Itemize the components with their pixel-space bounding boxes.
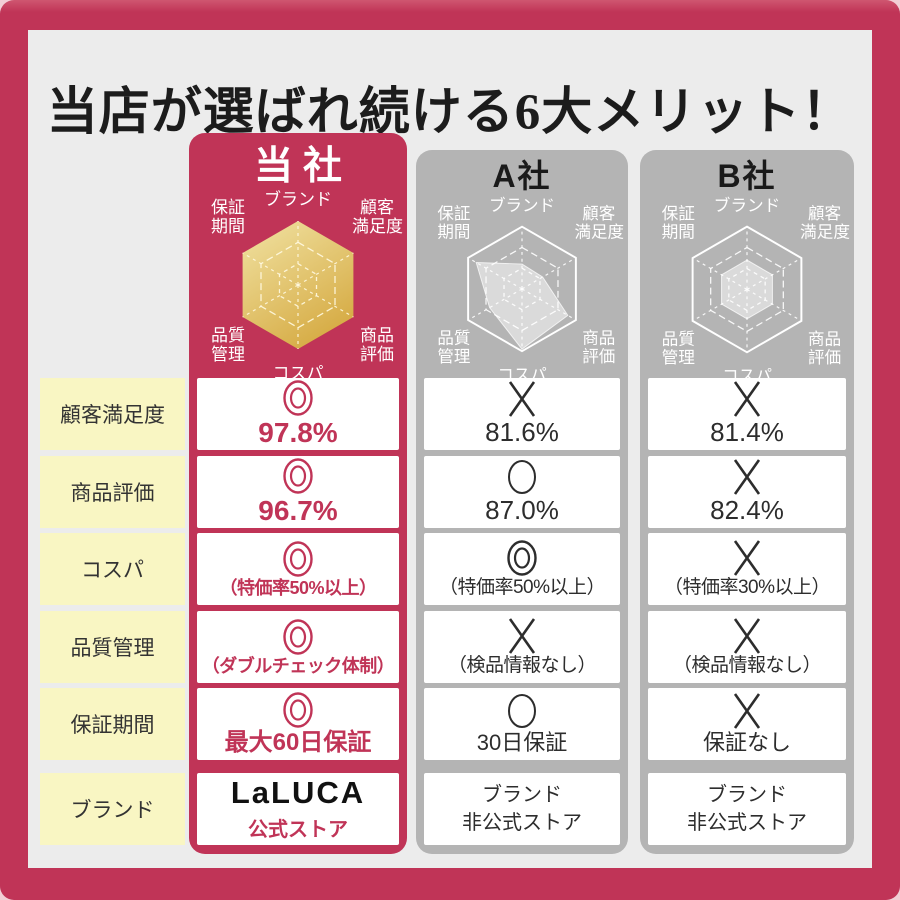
double-circle-icon	[283, 618, 313, 655]
double-circle-icon	[283, 540, 313, 577]
comparison-cell: 81.6%	[424, 378, 620, 450]
unofficial-store-label: 非公式ストア	[462, 812, 582, 834]
radar-axis-label-brand: ブランド	[489, 195, 555, 215]
radar-axis-label-customer-satisfaction: 満足度	[575, 222, 625, 241]
cell-value: （検品情報なし）	[447, 655, 597, 677]
radar-axis-label-product-rating: 商品	[360, 326, 394, 345]
circle-icon	[508, 694, 536, 729]
comparison-cell: 97.8%	[197, 378, 399, 450]
radar-axis-label-brand: ブランド	[714, 195, 781, 215]
comparison-cell: （ダブルチェック体制）	[197, 611, 399, 683]
cell-value: 82.4%	[710, 495, 784, 526]
row-label-0: 顧客満足度	[40, 378, 185, 450]
radar-axis-label-warranty-period: 期間	[437, 222, 470, 241]
cross-icon	[733, 618, 761, 654]
cell-value: 保証なし	[702, 730, 791, 756]
radar-axis-label-product-rating: 評価	[360, 345, 394, 364]
comparison-cell: ブランド非公式ストア	[424, 773, 620, 845]
unofficial-store-label: ブランド	[482, 784, 562, 806]
radar-axis-label-product-rating: 評価	[808, 348, 841, 367]
comparison-cell: （特価率30%以上）	[648, 533, 846, 605]
radar-axis-label-customer-satisfaction: 顧客	[360, 198, 394, 217]
page-title: 当店が選ばれ続ける6大メリット！	[46, 85, 854, 142]
circle-icon	[508, 460, 536, 495]
radar-axis-label-quality-control: 品質	[662, 329, 695, 348]
cell-value: 30日保証	[476, 730, 568, 756]
double-circle-icon	[283, 380, 313, 416]
comparison-cell: （特価率50%以上）	[197, 533, 399, 605]
row-label-2: コスパ	[40, 533, 185, 605]
radar-axis-label-brand: ブランド	[264, 189, 332, 209]
radar-axis-label-customer-satisfaction: 顧客	[808, 204, 842, 223]
cross-icon	[508, 381, 536, 417]
radar-axis-label-product-rating: 評価	[582, 347, 615, 366]
double-circle-icon	[507, 540, 537, 576]
brand-logo: LaLUCA	[230, 774, 366, 810]
radar-axis-label-warranty-period: 保証	[662, 204, 696, 223]
radar-axis-label-quality-control: 管理	[662, 348, 696, 367]
radar-axis-label-customer-satisfaction: 満足度	[352, 217, 403, 236]
comparison-cell: 82.4%	[648, 456, 846, 528]
comparison-cell: ブランド非公式ストア	[648, 773, 846, 845]
radar-axis-label-warranty-period: 保証	[211, 198, 245, 217]
cross-icon	[733, 381, 761, 417]
comparison-cell: （検品情報なし）	[648, 611, 846, 683]
company-header-ours: 当社	[253, 145, 352, 188]
double-circle-icon	[283, 458, 313, 494]
radar-axis-label-quality-control: 品質	[211, 326, 245, 345]
row-label-5: ブランド	[40, 773, 185, 845]
comparison-cell: 87.0%	[424, 456, 620, 528]
company-header-company-a: A社	[492, 158, 552, 194]
cell-value: 96.7%	[258, 494, 338, 526]
comparison-cell: （検品情報なし）	[424, 611, 620, 683]
official-store-label: 公式ストア	[248, 819, 348, 842]
cross-icon	[733, 459, 761, 495]
cell-value: （特価率50%以上）	[219, 577, 377, 598]
cross-icon	[508, 618, 536, 654]
cell-value: 最大60日保証	[224, 729, 372, 757]
cell-value: （特価率30%以上）	[663, 577, 831, 599]
radar-axis-label-product-rating: 商品	[808, 329, 841, 348]
unofficial-store-label: 非公式ストア	[687, 812, 807, 834]
cell-value: （特価率50%以上）	[438, 577, 606, 599]
radar-axis-label-product-rating: 商品	[582, 328, 615, 347]
radar-axis-label-quality-control: 管理	[437, 347, 470, 366]
radar-axis-label-warranty-period: 期間	[211, 217, 245, 236]
radar-axis-label-quality-control: 品質	[437, 328, 470, 347]
unofficial-store-label: ブランド	[707, 784, 787, 806]
radar-axis-label-customer-satisfaction: 満足度	[800, 222, 850, 241]
row-label-3: 品質管理	[40, 611, 185, 683]
comparison-cell: LaLUCA 公式ストア	[197, 773, 399, 845]
radar-axis-label-customer-satisfaction: 顧客	[582, 204, 615, 223]
double-circle-icon	[283, 692, 313, 728]
comparison-cell: 30日保証	[424, 688, 620, 760]
company-header-company-b: B社	[717, 158, 777, 194]
comparison-cell: 96.7%	[197, 456, 399, 528]
radar-axis-label-warranty-period: 保証	[437, 204, 470, 223]
row-label-1: 商品評価	[40, 456, 185, 528]
comparison-cell: （特価率50%以上）	[424, 533, 620, 605]
cross-icon	[733, 693, 761, 730]
comparison-cell: 最大60日保証	[197, 688, 399, 760]
cell-value: （ダブルチェック体制）	[201, 655, 395, 676]
cell-value: 97.8%	[258, 416, 338, 448]
row-label-4: 保証期間	[40, 688, 185, 760]
radar-axis-label-quality-control: 管理	[211, 345, 245, 364]
cell-value: 81.4%	[710, 417, 784, 448]
cell-value: 87.0%	[485, 495, 559, 526]
radar-axis-label-warranty-period: 期間	[662, 222, 695, 241]
comparison-cell: 保証なし	[648, 688, 846, 760]
cross-icon	[733, 540, 761, 576]
cell-value: 81.6%	[485, 417, 559, 448]
comparison-cell: 81.4%	[648, 378, 846, 450]
cell-value: （検品情報なし）	[672, 655, 822, 677]
